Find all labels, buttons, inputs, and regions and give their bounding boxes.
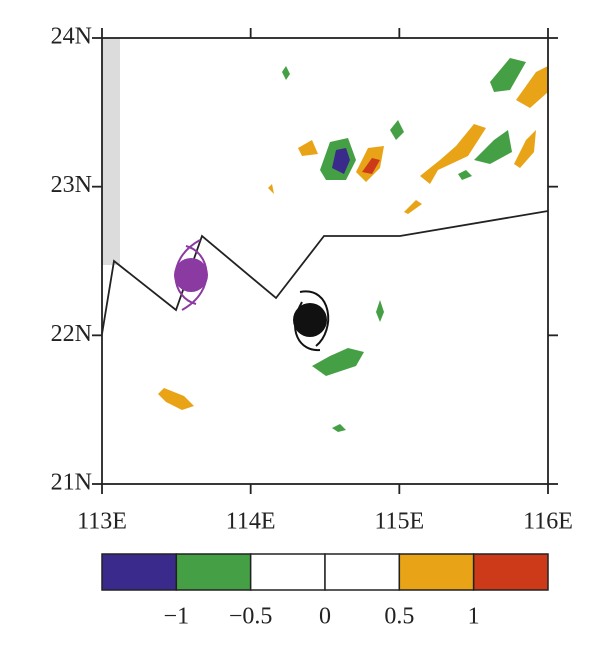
map-layer (101, 37, 549, 485)
colorbar-box (472, 553, 549, 591)
y-tick-label: 24N (51, 24, 92, 50)
colorbar-box (175, 553, 252, 591)
contour-patch (404, 200, 422, 214)
typhoon-symbol (174, 239, 208, 311)
map-frame (101, 37, 549, 485)
colorbar-box (101, 553, 178, 591)
colorbar-box (324, 553, 401, 591)
contour-patch (514, 130, 536, 168)
x-tick-label: 114E (226, 509, 276, 535)
axes: 113E 114E 115E 116E 21N 22N 23N 24N (51, 24, 573, 535)
y-tick-label: 23N (51, 172, 92, 198)
colorbar-box (398, 553, 475, 591)
x-tick-label: 115E (374, 509, 424, 535)
contour-patch (516, 66, 548, 108)
colorbar-label: 0 (319, 604, 331, 630)
colorbar-label: 1 (468, 604, 480, 630)
contour-patch (420, 124, 486, 184)
y-tick-label: 22N (51, 321, 92, 347)
colorbar-label: −0.5 (229, 604, 273, 630)
contour-patch (490, 58, 526, 92)
contour-patch (312, 348, 364, 376)
colorbar: −1 −0.5 0 0.5 1 (101, 553, 549, 630)
coastline (101, 210, 549, 335)
typhoon-symbol (293, 290, 330, 352)
y-tick-label: 21N (51, 470, 92, 496)
contour-patch (390, 120, 404, 140)
contour-patch (298, 140, 318, 156)
contour-patch (158, 388, 194, 410)
contour-patch (332, 148, 350, 174)
colorbar-label: −1 (164, 604, 190, 630)
contour-patch (376, 300, 384, 322)
contour-patch (268, 184, 274, 194)
colorbar-box (249, 553, 326, 591)
contour-patch (332, 424, 346, 432)
contour-patch (474, 130, 512, 164)
contour-patch (458, 170, 472, 180)
contour-patch (362, 158, 380, 174)
contour-patch (282, 66, 290, 80)
shaded-strip (102, 38, 120, 265)
colorbar-label: 0.5 (384, 604, 414, 630)
x-tick-label: 113E (77, 509, 127, 535)
x-tick-label: 116E (523, 509, 573, 535)
